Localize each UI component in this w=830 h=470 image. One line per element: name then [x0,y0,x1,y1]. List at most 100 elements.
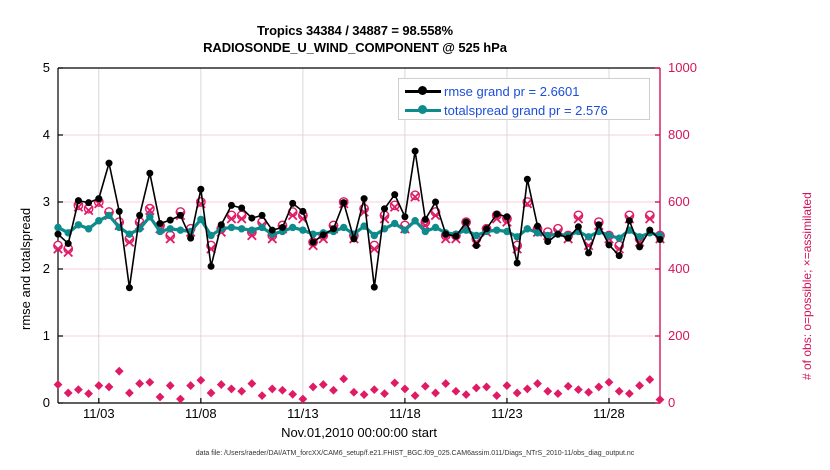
x-tick-label: 11/03 [83,406,115,421]
obs-low-marker [196,375,206,385]
rmse-marker [238,204,246,212]
obs-assimilated-marker [124,237,135,248]
rmse-marker [125,284,133,292]
y-tick-label-left: 2 [42,261,50,276]
totalspread-marker [472,231,481,240]
obs-possible-marker [410,190,421,201]
obs-low-marker [563,381,573,391]
obs-low-marker [84,389,94,399]
y-tick-label-right: 1000 [668,60,697,75]
totalspread-marker [299,226,307,234]
rmse-marker [95,195,103,203]
totalspread-marker [258,223,266,232]
obs-low-marker [441,379,451,388]
rmse-marker [299,207,307,215]
obs-low-marker [288,389,298,399]
obs-low-marker [267,384,277,394]
obs-low-marker [420,381,430,391]
x-tick-label: 11/28 [593,406,625,421]
totalspread-marker [146,213,154,221]
rmse-marker [564,234,572,242]
legend-entry-totalspread: totalspread grand pr = 2.576 [405,100,608,120]
rmse-marker [289,199,297,207]
rmse-marker [85,199,93,207]
rmse-marker [523,175,531,183]
obs-assimilated-marker [93,198,104,209]
obs-assimilated-marker [379,213,390,224]
totalspread-marker [339,223,348,232]
data-file-note: data file: /Users/raeder/DAI/ATM_forcXX/… [195,450,635,457]
obs-low-marker [522,384,532,394]
totalspread-marker [248,226,256,234]
rmse-marker [207,262,215,270]
obs-low-marker [165,381,175,390]
rmse-marker [503,213,511,221]
obs-low-marker [206,388,216,398]
rmse-marker [54,230,62,238]
obs-assimilated-marker [83,205,94,216]
y-tick-label-left: 4 [42,127,50,142]
obs-low-marker [431,388,440,398]
obs-low-marker [216,380,226,389]
totalspread-marker [288,223,297,232]
obs-assimilated-marker [298,213,308,224]
obs-low-marker [227,384,236,394]
totalspread-marker [84,225,93,233]
obs-assimilated-marker [206,244,216,254]
rmse-marker [319,231,327,239]
rmse-marker [585,249,593,257]
obs-low-marker [380,389,389,399]
totalspread-marker [493,226,501,234]
obs-assimilated-marker [226,213,237,224]
rmse-marker [217,221,225,229]
obs-low-marker [63,388,73,398]
totalspread-marker [95,217,103,225]
obs-low-marker [349,387,359,397]
y-tick-label-left: 3 [42,194,50,209]
rmse-marker [554,230,562,238]
obs-low-marker [135,379,145,388]
rmse-marker [309,238,317,246]
rmse-marker [360,195,368,203]
obs-low-marker [74,385,83,394]
rmse-marker [615,252,623,260]
obs-assimilated-marker [583,240,594,251]
obs-low-marker [451,386,461,396]
totalspread-marker [370,231,379,240]
totalspread-marker [401,226,409,234]
chart-title-line2: RADIOSONDE_U_WIND_COMPONENT @ 525 hPa [203,40,507,55]
y-tick-label-left: 5 [42,60,50,75]
totalspread-marker [125,230,134,238]
rmse-marker [411,147,419,155]
obs-low-marker [94,381,104,390]
obs-assimilated-marker [389,202,400,212]
y-tick-label-right: 200 [668,328,690,343]
obs-low-marker [482,382,491,392]
legend-swatch-totalspread [405,103,441,117]
totalspread-marker [156,227,164,236]
obs-low-marker [624,389,634,399]
obs-low-marker [298,394,308,404]
obs-low-marker [176,394,185,404]
obs-low-marker [553,389,563,399]
totalspread-marker [176,226,185,234]
rmse-marker [636,243,644,251]
rmse-marker [625,217,633,225]
chart-title: Tropics 34384 / 34887 = 98.558% RADIOSON… [0,22,710,56]
obs-low-marker [53,380,63,389]
totalspread-marker [523,225,532,233]
rmse-marker [156,219,164,227]
chart-legend: rmse grand pr = 2.6601 totalspread grand… [398,78,650,120]
legend-label-rmse: rmse grand pr = 2.6601 [444,83,580,99]
totalspread-marker [584,233,593,241]
totalspread-marker [197,215,205,224]
obs-low-marker [257,391,267,401]
totalspread-marker [207,231,215,240]
rmse-marker [452,232,460,240]
obs-low-marker [237,386,247,396]
obs-low-marker [573,385,583,394]
totalspread-marker [54,223,62,232]
rmse-marker [166,216,174,224]
obs-low-marker [155,392,165,402]
